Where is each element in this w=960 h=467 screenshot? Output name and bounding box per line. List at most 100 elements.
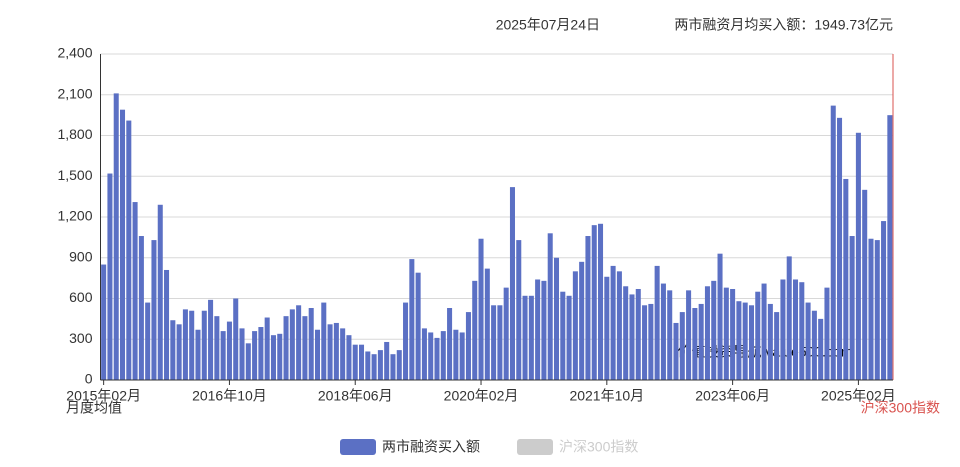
bar	[824, 287, 830, 380]
bar	[616, 271, 622, 380]
bar	[321, 302, 327, 380]
bar	[277, 333, 283, 380]
bar	[478, 238, 484, 380]
bar	[598, 223, 604, 380]
bar	[698, 303, 704, 380]
bar	[396, 350, 402, 380]
y-axis-name: 月度均值	[66, 400, 122, 416]
bar	[107, 173, 113, 380]
legend-label[interactable]: 沪深300指数	[559, 439, 638, 455]
bar	[503, 287, 509, 380]
bar	[453, 329, 459, 380]
bar	[270, 335, 276, 380]
bar	[522, 295, 528, 380]
bar	[182, 309, 188, 380]
bar	[447, 308, 453, 380]
bar	[226, 321, 232, 380]
bar	[660, 283, 666, 380]
bar	[730, 288, 736, 380]
bar	[780, 279, 786, 380]
legend-swatch[interactable]	[517, 439, 553, 455]
y-tick-label: 2,100	[57, 85, 92, 101]
bar	[415, 272, 421, 380]
bar	[560, 291, 566, 380]
bar	[289, 309, 295, 380]
bar	[610, 265, 616, 380]
bar	[541, 280, 547, 380]
bar	[220, 331, 226, 380]
bar	[535, 279, 541, 380]
bar	[390, 354, 396, 380]
x-tick-label: 2015年02月	[66, 388, 141, 404]
bar	[164, 269, 170, 380]
bar	[799, 282, 805, 380]
bar	[138, 236, 144, 380]
bar	[340, 328, 346, 380]
bar	[491, 305, 497, 380]
bar	[434, 337, 440, 380]
bar	[132, 202, 138, 380]
y-tick-label: 2,400	[57, 45, 92, 61]
x-tick-label: 2023年06月	[695, 388, 770, 404]
bar	[830, 105, 836, 380]
bar	[126, 120, 132, 380]
chart-date: 2025年07月24日	[496, 17, 600, 33]
legend-label[interactable]: 两市融资买入额	[382, 439, 480, 455]
bar	[465, 312, 471, 380]
bar	[377, 350, 383, 380]
y2-axis-name: 沪深300指数	[861, 400, 940, 416]
bar	[151, 240, 157, 380]
bar	[811, 310, 817, 380]
bar	[566, 295, 572, 380]
bar	[497, 305, 503, 380]
bar	[742, 302, 748, 380]
bar	[428, 332, 434, 380]
bar	[547, 233, 553, 380]
bar	[409, 259, 415, 380]
bar	[654, 265, 660, 380]
bar	[233, 298, 239, 380]
bar	[302, 316, 308, 380]
bar	[642, 305, 648, 380]
bar	[384, 341, 390, 380]
bar	[509, 187, 515, 380]
bar	[849, 236, 855, 380]
bar	[245, 343, 251, 380]
bar	[258, 327, 264, 380]
bar	[572, 271, 578, 380]
bar	[868, 238, 874, 380]
y-tick-label: 1,200	[57, 208, 92, 224]
y-tick-label: 900	[69, 248, 93, 264]
bar	[837, 117, 843, 380]
bar	[308, 308, 314, 380]
bar	[421, 328, 427, 380]
legend-swatch[interactable]	[340, 439, 376, 455]
bar	[843, 178, 849, 380]
bar	[239, 328, 245, 380]
x-tick-label: 2021年10月	[569, 388, 644, 404]
bar	[157, 204, 163, 380]
bar	[516, 240, 522, 380]
bar	[170, 320, 176, 380]
bar	[314, 329, 321, 380]
bar	[855, 132, 861, 380]
x-tick-label: 2020年02月	[444, 388, 519, 404]
chart-summary: 两市融资月均买入额：1949.73亿元	[674, 17, 893, 33]
bar	[214, 316, 220, 380]
bar	[365, 351, 371, 380]
bar	[352, 344, 358, 380]
bar	[805, 302, 811, 380]
bar	[767, 303, 773, 380]
bar	[761, 283, 767, 380]
bar	[145, 302, 151, 380]
bar	[629, 294, 635, 380]
bar	[792, 279, 799, 380]
bar	[786, 256, 792, 380]
bar	[692, 308, 698, 380]
bar	[579, 261, 585, 380]
bar	[296, 305, 302, 380]
bar	[648, 303, 654, 380]
bar	[327, 324, 333, 380]
bar	[208, 299, 214, 380]
bar	[881, 221, 887, 380]
